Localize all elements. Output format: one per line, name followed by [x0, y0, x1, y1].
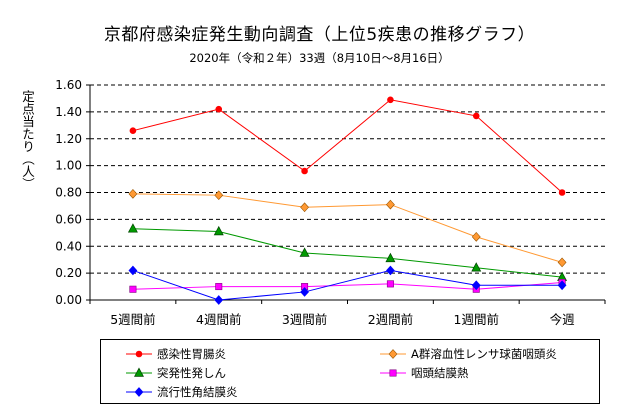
legend-marker	[134, 367, 144, 377]
legend-label-3: 突発性発しん	[157, 366, 226, 380]
series-1-point	[301, 167, 308, 175]
y-tick-label: 0.80	[55, 186, 82, 200]
series-5-line	[132, 269, 563, 301]
series-5	[128, 265, 567, 305]
series-3-point	[385, 252, 396, 263]
x-tick-label: 3週間前	[282, 312, 327, 327]
series-5-point	[471, 280, 481, 291]
series-1-point	[129, 127, 137, 134]
legend-item-1: 感染性胃腸炎	[125, 346, 226, 362]
series-5-point	[214, 295, 224, 305]
series-4-point	[215, 283, 223, 291]
series-3	[127, 223, 568, 281]
legend-swatch-5	[126, 387, 152, 397]
chart-title: 京都府感染症発生動向調査（上位5疾患の推移グラフ）	[103, 25, 536, 45]
x-tick-label: 1週間前	[454, 312, 499, 327]
legend-item-2: A群溶血性レンサ球菌咽頭炎	[379, 346, 557, 362]
series-3-point	[213, 225, 224, 236]
series-5-point	[557, 280, 567, 291]
series-2-point	[471, 231, 481, 242]
series-3-line	[132, 228, 563, 278]
series-1	[129, 96, 566, 196]
legend-marker	[135, 350, 143, 358]
series-4-point	[129, 285, 137, 293]
x-tick-label: 今週	[550, 312, 576, 327]
series-2	[128, 188, 567, 268]
series-1-point	[558, 189, 566, 196]
y-tick-label: 1.00	[55, 159, 82, 173]
y-tick-label: 0.40	[55, 239, 82, 253]
series-2-point	[214, 190, 224, 201]
legend-item-5: 流行性角結膜炎	[125, 384, 238, 400]
legend-item-3: 突発性発しん	[125, 365, 226, 381]
series-2-point	[386, 199, 395, 210]
series-3-point	[471, 262, 482, 272]
series-1-point	[215, 105, 223, 113]
series-1-point	[472, 112, 480, 120]
legend-marker	[388, 349, 398, 359]
series-2-line	[132, 193, 563, 263]
y-tick-label: 0.20	[55, 266, 82, 280]
legend-label-4: 咽頭結膜熱	[411, 366, 469, 380]
y-tick-label: 0.60	[55, 212, 82, 226]
legend-label-2: A群溶血性レンサ球菌咽頭炎	[411, 347, 557, 361]
y-tick-label: 1.60	[55, 78, 82, 92]
series-4-point	[386, 280, 394, 288]
series-2-point	[300, 202, 309, 213]
series-5-point	[128, 265, 138, 276]
series-5-point	[300, 287, 309, 297]
series-5-point	[386, 265, 395, 276]
chart-subtitle: 2020年（令和２年）33週（8月10日～8月16日）	[189, 51, 450, 65]
x-tick-label: 2週間前	[368, 312, 413, 327]
x-tick-label: 5週間前	[110, 312, 155, 327]
y-tick-label: 0.00	[55, 293, 82, 307]
x-tick-label: 4週間前	[196, 312, 241, 327]
legend-marker	[134, 387, 144, 397]
legend-label-5: 流行性角結膜炎	[157, 385, 238, 399]
legend-item-4: 咽頭結膜熱	[379, 365, 469, 381]
series-1-point	[387, 96, 394, 104]
series-3-point	[127, 223, 138, 233]
series-3-point	[299, 247, 310, 257]
legend-label-1: 感染性胃腸炎	[157, 347, 226, 361]
series-2-point	[128, 188, 138, 199]
chart-legend: 感染性胃腸炎 A群溶血性レンサ球菌咽頭炎 突発性発しん 咽頭結膜熱 流行性角結膜…	[100, 339, 600, 404]
legend-swatch-1	[126, 350, 152, 358]
legend-marker	[389, 369, 397, 377]
legend-swatch-3	[126, 367, 152, 377]
legend-swatch-4	[380, 369, 406, 377]
series-4-line	[132, 282, 563, 290]
series-1-line	[132, 99, 563, 193]
y-tick-label: 1.20	[55, 132, 82, 146]
series-2-point	[557, 257, 567, 268]
legend-swatch-2	[380, 349, 406, 359]
y-tick-label: 1.40	[55, 105, 82, 119]
y-axis-label: 定点当たり（人）	[20, 90, 35, 190]
